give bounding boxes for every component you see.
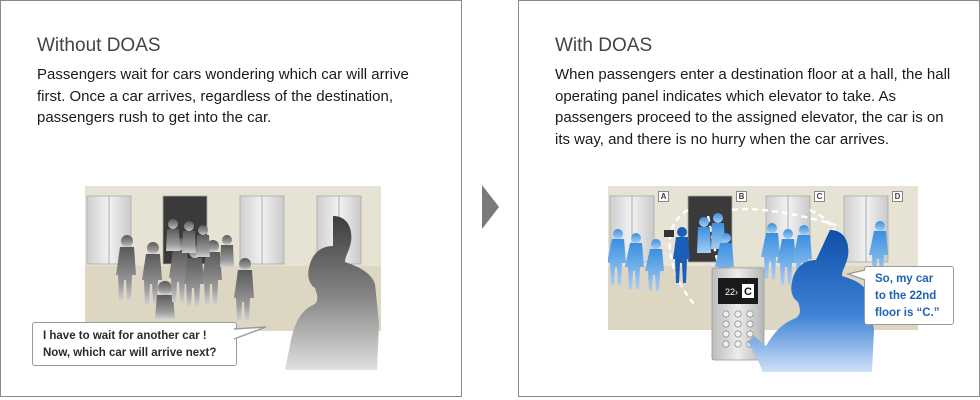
- crowd-silhouettes: [116, 219, 254, 320]
- with-doas-description: When passengers enter a destination floo…: [555, 66, 951, 148]
- panel-display-car: C: [744, 286, 752, 298]
- speech-line-1: So, my car: [875, 273, 934, 285]
- speech-line-3: floor is “C.”: [875, 307, 940, 319]
- person-at-panel: [673, 227, 690, 283]
- with-doas-title: With DOAS: [555, 35, 653, 56]
- speech-bubble-tail-left: [234, 326, 267, 340]
- elevator-label-c: C: [814, 191, 825, 202]
- speech-line-2: to the 22nd: [875, 290, 937, 302]
- panel-display-floor: 22›: [725, 287, 738, 297]
- elevator-label-a: A: [658, 191, 669, 202]
- speech-bubble-tail-right: [846, 269, 866, 281]
- elevator-label-b: B: [736, 191, 747, 202]
- blue-crowd-silhouettes: [608, 213, 888, 291]
- without-doas-description: Passengers wait for cars wondering which…: [37, 66, 409, 126]
- wall-panel-small: [664, 230, 674, 237]
- with-doas-speech-bubble: So, my car to the 22nd floor is “C.”: [864, 266, 954, 325]
- without-doas-title: Without DOAS: [37, 35, 161, 56]
- elevator-label-d: D: [892, 191, 903, 202]
- next-arrow-icon: [482, 185, 499, 229]
- speech-line-2: Now, which car will arrive next?: [43, 347, 217, 359]
- user-silhouette-blue: [748, 230, 874, 372]
- waiting-man-silhouette: [285, 216, 379, 370]
- without-doas-scene: [85, 186, 381, 370]
- without-doas-speech-bubble: I have to wait for another car ! Now, wh…: [32, 322, 237, 366]
- speech-line-1: I have to wait for another car !: [43, 330, 207, 342]
